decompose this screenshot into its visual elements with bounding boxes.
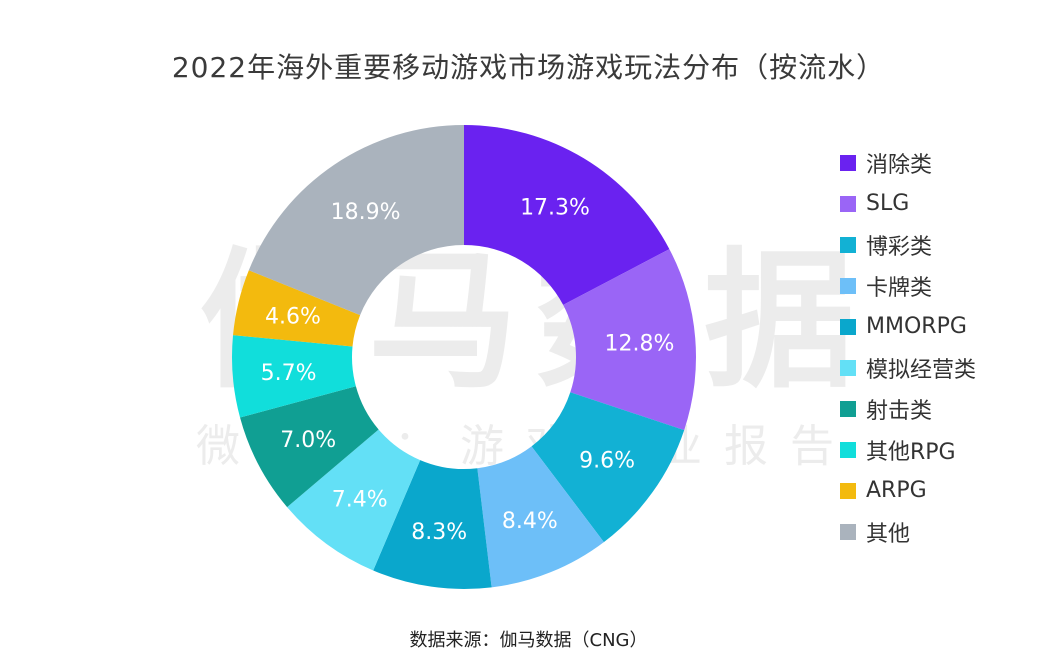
data-label-9: 4.6% <box>265 304 321 329</box>
slice-3 <box>531 392 685 543</box>
legend-item: ARPG <box>840 470 976 511</box>
legend-swatch <box>840 318 856 335</box>
legend: 消除类 SLG 博彩类卡牌类 MMORPG 模拟经营类射击类其他RPG ARPG 其他 <box>840 142 976 552</box>
legend-label: MMORPG <box>866 314 967 339</box>
legend-swatch <box>840 400 856 417</box>
source-note: 数据来源：伽马数据（CNG） <box>409 630 648 651</box>
slice-10 <box>248 125 464 316</box>
slice-5 <box>373 460 492 589</box>
data-label-7: 7.0% <box>280 428 336 453</box>
legend-swatch <box>840 195 856 212</box>
slice-2 <box>563 249 697 431</box>
data-label-2: 12.8% <box>604 332 674 357</box>
data-label-6: 7.4% <box>332 488 388 513</box>
legend-swatch <box>840 154 856 171</box>
legend-item: 博彩类 <box>840 224 976 265</box>
legend-item: 射击类 <box>840 388 976 429</box>
legend-item: MMORPG <box>840 306 976 347</box>
legend-swatch <box>840 441 856 458</box>
legend-label: 卡牌类 <box>866 275 933 301</box>
legend-label: 射击类 <box>866 398 933 424</box>
data-label-1: 17.3% <box>520 195 590 220</box>
legend-swatch <box>840 277 856 294</box>
legend-item: 卡牌类 <box>840 265 976 306</box>
slice-4 <box>477 446 604 588</box>
legend-swatch <box>840 482 856 499</box>
legend-swatch <box>840 523 856 540</box>
legend-label: 其他 <box>866 521 911 547</box>
data-label-10: 18.9% <box>331 200 401 225</box>
slice-6 <box>287 429 421 571</box>
legend-swatch <box>840 236 856 253</box>
data-label-5: 8.3% <box>411 520 467 545</box>
data-label-8: 5.7% <box>261 361 317 386</box>
legend-item: 消除类 <box>840 142 976 183</box>
slice-8 <box>232 335 356 418</box>
legend-label: ARPG <box>866 478 927 503</box>
data-label-3: 9.6% <box>579 449 635 474</box>
slice-9 <box>233 270 361 347</box>
legend-label: SLG <box>866 191 910 216</box>
slice-1 <box>464 125 670 305</box>
legend-swatch <box>840 359 856 376</box>
legend-label: 消除类 <box>866 152 933 178</box>
legend-item: SLG <box>840 183 976 224</box>
data-label-4: 8.4% <box>502 509 558 534</box>
legend-item: 其他 <box>840 511 976 552</box>
slice-7 <box>240 386 379 508</box>
legend-item: 模拟经营类 <box>840 347 976 388</box>
legend-item: 其他RPG <box>840 429 976 470</box>
chart-title: 2022年海外重要移动游戏市场游戏玩法分布（按流水） <box>171 51 886 84</box>
legend-label: 其他RPG <box>866 439 956 465</box>
legend-label: 博彩类 <box>866 234 933 260</box>
legend-label: 模拟经营类 <box>866 357 977 383</box>
